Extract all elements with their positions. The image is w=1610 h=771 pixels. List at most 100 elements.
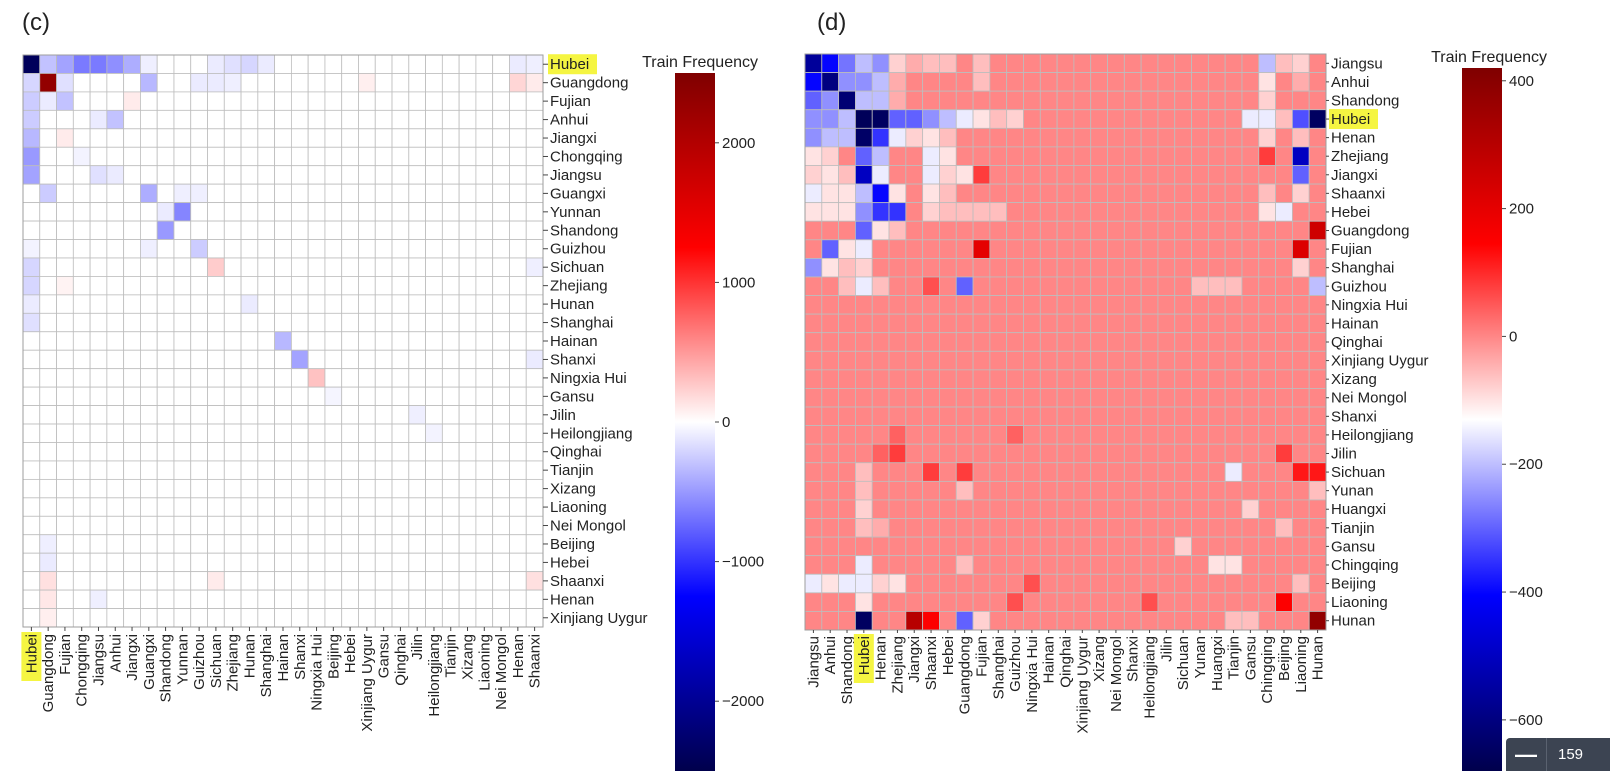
heatmap-cell <box>274 257 292 277</box>
row-label: Sichuan <box>1331 464 1385 481</box>
heatmap-cell <box>257 109 276 130</box>
heatmap-cell <box>89 239 108 259</box>
heatmap-cell <box>441 91 460 111</box>
heatmap-cell <box>290 552 309 573</box>
heatmap-cell <box>274 442 292 462</box>
heatmap-cell <box>1090 313 1108 334</box>
heatmap-cell <box>1039 257 1058 278</box>
heatmap-cell <box>1291 369 1310 389</box>
heatmap-cell <box>307 608 326 628</box>
heatmap-cell <box>1275 109 1293 129</box>
heatmap-cell <box>955 239 974 259</box>
heatmap-cell <box>307 423 326 443</box>
heatmap-cell <box>1308 611 1327 631</box>
col-label: Xinjiang Uygur <box>1074 636 1091 734</box>
heatmap-cell <box>408 386 426 406</box>
heatmap-cell <box>1073 480 1092 501</box>
heatmap-cell <box>341 478 359 499</box>
heatmap-cell <box>1157 388 1176 408</box>
heatmap-cell <box>1107 462 1125 482</box>
row-label: Sichuan <box>550 259 604 276</box>
heatmap-cell <box>425 589 443 609</box>
heatmap-cell <box>1140 72 1159 92</box>
heatmap-cell <box>905 313 924 334</box>
heatmap-cell <box>905 127 924 148</box>
heatmap-cell <box>324 165 343 185</box>
heatmap-cell <box>1174 127 1192 148</box>
heatmap-cell <box>173 239 192 259</box>
heatmap-cell <box>274 515 292 536</box>
heatmap-cell <box>871 499 890 519</box>
heatmap-cell <box>855 369 873 389</box>
heatmap-cell <box>1056 369 1075 389</box>
heatmap-cell <box>425 146 443 167</box>
heatmap-cell <box>240 276 259 296</box>
heatmap-cell <box>955 109 974 129</box>
heatmap-cell <box>1090 72 1108 92</box>
heatmap-cell <box>821 313 840 334</box>
row-label: Xinjiang Uygur <box>1331 353 1429 370</box>
heatmap-cell <box>123 239 141 259</box>
heatmap-cell <box>492 368 510 388</box>
heatmap-cell <box>458 589 477 609</box>
heatmap-cell <box>525 515 544 536</box>
heatmap-cell <box>939 165 957 185</box>
heatmap-cell <box>922 425 940 445</box>
heatmap-cell <box>72 589 91 609</box>
heatmap-cell <box>425 497 443 517</box>
heatmap-cell <box>871 518 890 538</box>
row-label: Zhejiang <box>550 278 608 295</box>
heatmap-cell <box>1107 573 1125 594</box>
heatmap-cell <box>72 478 91 499</box>
heatmap-cell <box>1174 462 1192 482</box>
heatmap-cell <box>190 589 208 609</box>
zoom-out-button[interactable]: — <box>1506 738 1547 771</box>
heatmap-cell <box>72 368 91 388</box>
heatmap-cell <box>89 146 108 167</box>
heatmap-cell <box>955 72 974 92</box>
heatmap-cell <box>1308 536 1327 557</box>
heatmap-cell <box>1308 555 1327 575</box>
heatmap-cell <box>324 146 343 167</box>
heatmap-cell <box>838 53 856 73</box>
heatmap-cell <box>441 331 460 351</box>
heatmap-cell <box>307 276 326 296</box>
heatmap-cell <box>341 312 359 333</box>
heatmap-cell <box>1207 72 1226 92</box>
heatmap-cell <box>1275 146 1293 166</box>
row-label: Guangdong <box>550 75 628 92</box>
heatmap-cell <box>821 536 840 557</box>
heatmap-cell <box>1039 518 1058 538</box>
heatmap-cell <box>1191 425 1209 445</box>
col-label: Hubei <box>23 634 40 673</box>
heatmap-cell <box>408 368 426 388</box>
heatmap-cell <box>888 592 907 612</box>
heatmap-cell <box>324 515 343 536</box>
heatmap-cell <box>358 460 376 480</box>
heatmap-cell <box>1291 332 1310 352</box>
heatmap-cell <box>173 589 192 609</box>
heatmap-cell <box>458 312 477 333</box>
zoom-widget[interactable]: — 159 <box>1506 738 1610 771</box>
heatmap-cell <box>290 460 309 480</box>
heatmap-cell <box>190 442 208 462</box>
heatmap-cell <box>1140 165 1159 185</box>
heatmap-cell <box>1090 611 1108 631</box>
heatmap-cell <box>140 183 158 204</box>
heatmap-cell <box>22 73 41 93</box>
heatmap-cell <box>89 349 108 370</box>
heatmap-cell <box>804 480 823 501</box>
heatmap-cell <box>905 443 924 464</box>
heatmap-cell <box>257 515 276 536</box>
heatmap-cell <box>922 220 940 241</box>
heatmap-cell <box>123 571 141 591</box>
heatmap-cell <box>838 369 856 389</box>
heatmap-cell <box>123 220 141 240</box>
heatmap-cell <box>905 611 924 631</box>
heatmap-cell <box>458 220 477 240</box>
heatmap-cell <box>1174 536 1192 557</box>
heatmap-cell <box>905 202 924 222</box>
heatmap-cell <box>223 202 242 222</box>
heatmap-cell <box>1123 518 1142 538</box>
heatmap-cell <box>1258 443 1276 464</box>
